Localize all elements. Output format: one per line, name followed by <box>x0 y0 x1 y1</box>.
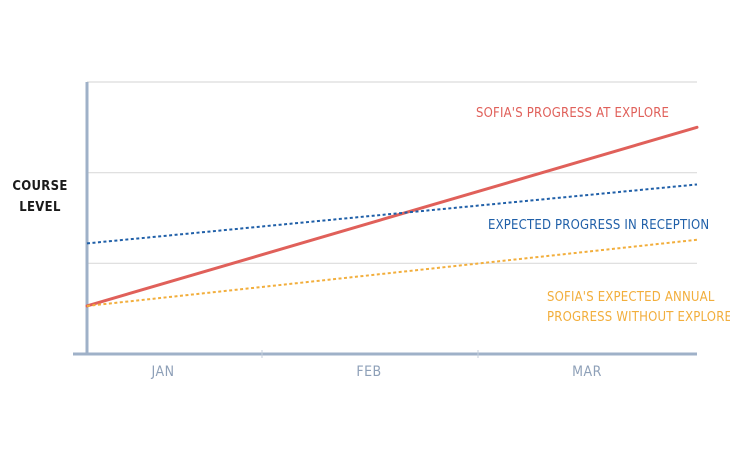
series-line <box>86 183 698 245</box>
series-labels: SOFIA'S PROGRESS AT EXPLORE EXPECTED PROG… <box>476 106 730 325</box>
x-tick-label: MAR <box>572 364 602 380</box>
series-lines <box>85 125 699 308</box>
series-label: EXPECTED PROGRESS IN RECEPTION <box>488 218 709 233</box>
y-axis-label-line-1: COURSE <box>12 179 67 194</box>
series-label: PROGRESS WITHOUT EXPLORE <box>547 310 730 325</box>
x-tick-label: FEB <box>356 364 381 380</box>
y-axis-label-line-2: LEVEL <box>19 200 61 215</box>
series-label: SOFIA'S PROGRESS AT EXPLORE <box>476 106 669 121</box>
series-line <box>85 125 699 308</box>
axes <box>73 82 697 356</box>
x-tick-label: JAN <box>151 364 175 380</box>
series-label: SOFIA'S EXPECTED ANNUAL <box>547 290 715 305</box>
gridlines <box>87 81 697 264</box>
x-ticks: JAN FEB MAR <box>151 350 602 380</box>
